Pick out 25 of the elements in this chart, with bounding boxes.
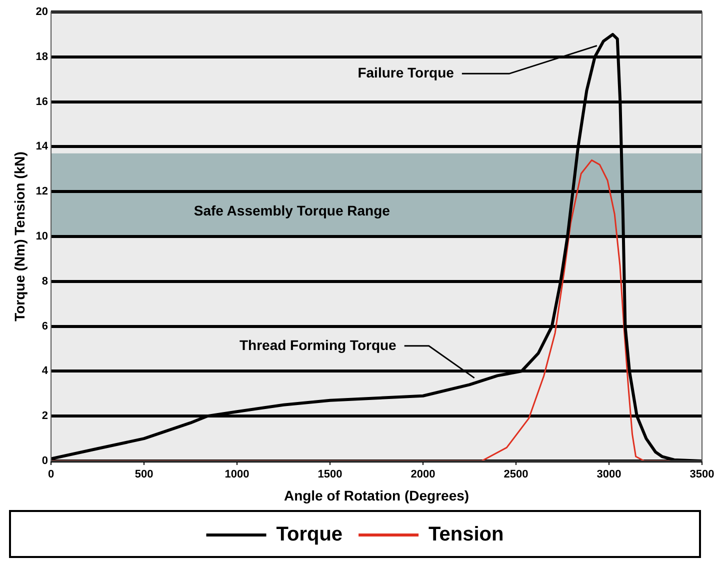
annotation: Failure Torque (358, 64, 454, 81)
y-tick-label: 6 (42, 320, 48, 332)
y-tick-label: 2 (42, 410, 48, 422)
x-tick-label: 1000 (224, 468, 250, 481)
y-tick-label: 20 (36, 6, 48, 18)
y-tick-label: 12 (36, 186, 48, 198)
y-tick-label: 18 (36, 50, 48, 63)
y-tick-label: 4 (42, 365, 49, 378)
x-tick-label: 1500 (318, 468, 342, 481)
x-tick-label: 2500 (504, 468, 528, 481)
legend-label: Torque (276, 524, 343, 546)
band-label: Safe Assembly Torque Range (194, 202, 390, 218)
y-tick-label: 16 (36, 96, 48, 108)
y-tick-label: 0 (42, 455, 48, 468)
y-tick-label: 10 (36, 230, 48, 243)
y-axis-title: Torque (Nm) Tension (kN) (11, 152, 28, 322)
x-tick-label: 2000 (410, 468, 436, 481)
legend-label: Tension (428, 524, 504, 546)
x-axis-title: Angle of Rotation (Degrees) (284, 487, 470, 504)
annotation: Thread Forming Torque (239, 336, 397, 353)
x-tick-label: 3500 (690, 468, 714, 481)
x-tick-label: 3000 (596, 468, 622, 481)
y-tick-label: 14 (36, 140, 49, 153)
y-tick-label: 8 (42, 275, 48, 288)
x-tick-label: 500 (134, 468, 154, 481)
